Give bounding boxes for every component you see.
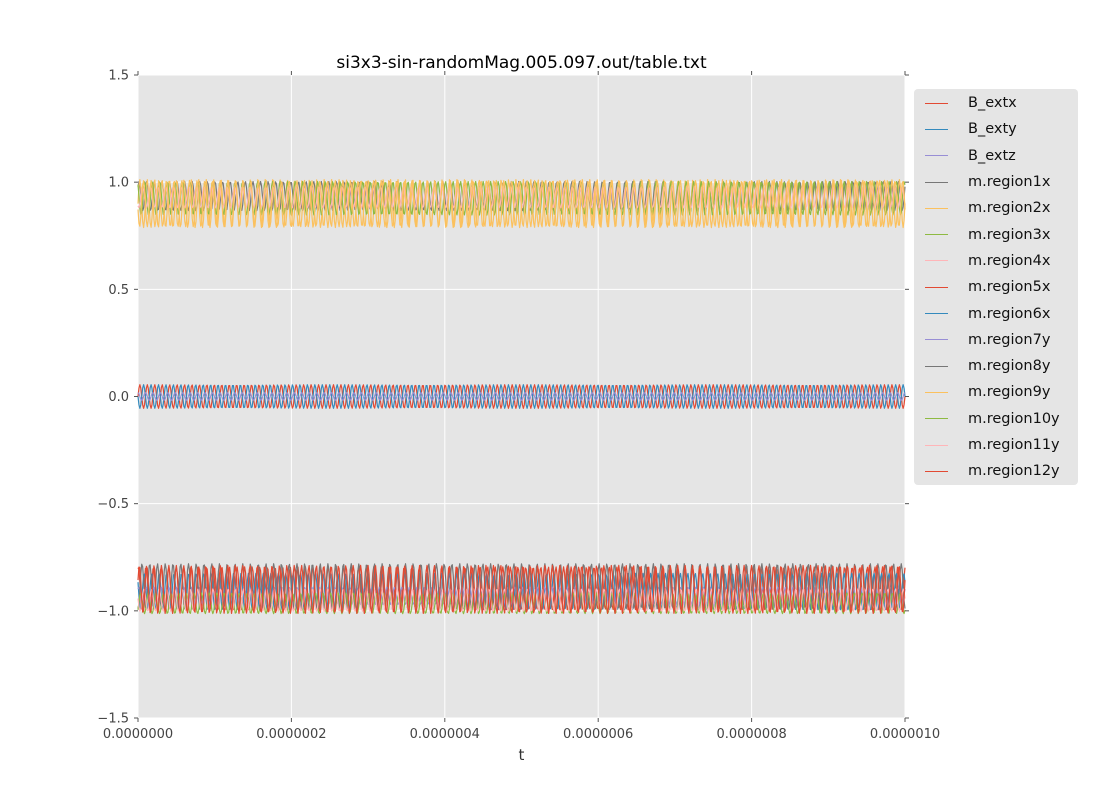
- x-tick-label: 0.0000006: [563, 727, 633, 742]
- legend-label: m.region6x: [968, 305, 1051, 322]
- legend-label: m.region11y: [968, 437, 1060, 453]
- legend-item: m.region7y: [914, 327, 1078, 353]
- legend-label: m.region7y: [968, 331, 1051, 348]
- legend-label: m.region3x: [968, 226, 1051, 243]
- legend-swatch: [925, 313, 948, 315]
- y-tick-label: 1.0: [108, 176, 129, 191]
- legend-swatch: [925, 234, 948, 236]
- legend-label: B_extx: [968, 95, 1017, 112]
- legend-label: m.region5x: [968, 279, 1051, 296]
- legend-swatch: [925, 470, 948, 472]
- y-tick-label: −1.5: [97, 712, 129, 727]
- y-tick-label: 0.5: [108, 283, 129, 298]
- legend-swatch: [925, 339, 948, 341]
- legend-label: B_extz: [968, 147, 1016, 164]
- y-tick-label: −0.5: [97, 497, 129, 512]
- legend-label: m.region12y: [968, 463, 1060, 480]
- legend-swatch: [925, 260, 948, 262]
- y-tick-label: −1.0: [97, 604, 129, 619]
- legend-label: B_exty: [968, 121, 1017, 138]
- legend-swatch: [925, 128, 948, 130]
- series-m.region12y: [137, 564, 906, 614]
- legend-item: m.region4x: [914, 248, 1078, 274]
- legend-swatch: [925, 155, 948, 157]
- x-tick-label: 0.0000008: [716, 727, 786, 742]
- legend-item: m.region11y: [914, 432, 1078, 458]
- series-B_exty: [137, 384, 906, 409]
- legend-item: m.region3x: [914, 221, 1078, 247]
- legend: B_extx B_exty B_extz m.region1x m.region2x m.…: [914, 89, 1078, 486]
- x-tick-label: 0.0000004: [410, 727, 480, 742]
- legend-swatch: [925, 418, 948, 420]
- legend-label: m.region2x: [968, 200, 1051, 217]
- legend-label: m.region4x: [968, 252, 1051, 269]
- legend-label: m.region8y: [968, 358, 1051, 375]
- x-tick-label: 0.0000010: [870, 727, 940, 742]
- legend-swatch: [925, 391, 948, 393]
- legend-swatch: [925, 286, 948, 288]
- legend-label: m.region9y: [968, 384, 1051, 401]
- legend-label: m.region10y: [968, 410, 1060, 427]
- series-m.region8y: [137, 563, 906, 610]
- legend-label: m.region1x: [968, 174, 1051, 191]
- legend-item: m.region9y: [914, 379, 1078, 405]
- legend-swatch: [925, 207, 948, 209]
- legend-item: m.region6x: [914, 300, 1078, 326]
- legend-swatch: [925, 181, 948, 183]
- legend-swatch: [925, 365, 948, 367]
- legend-item: m.region1x: [914, 169, 1078, 195]
- chart-title: si3x3-sin-randomMag.005.097.out/table.tx…: [336, 53, 707, 73]
- legend-item: m.region5x: [914, 274, 1078, 300]
- legend-item: m.region8y: [914, 353, 1078, 379]
- legend-item: m.region12y: [914, 458, 1078, 484]
- y-tick-label: 1.5: [108, 69, 129, 84]
- series-B_extz: [137, 392, 906, 401]
- legend-item: m.region2x: [914, 195, 1078, 221]
- x-tick-label: 0.0000000: [103, 727, 173, 742]
- y-tick-label: 0.0: [108, 390, 129, 405]
- legend-item: B_exty: [914, 116, 1078, 142]
- legend-swatch: [925, 444, 948, 446]
- legend-item: m.region10y: [914, 406, 1078, 432]
- x-tick-label: 0.0000002: [256, 727, 326, 742]
- series-m.region9y: [137, 179, 906, 228]
- legend-item: B_extx: [914, 90, 1078, 116]
- legend-swatch: [925, 102, 948, 104]
- legend-item: B_extz: [914, 143, 1078, 169]
- x-axis-label: t: [518, 746, 525, 764]
